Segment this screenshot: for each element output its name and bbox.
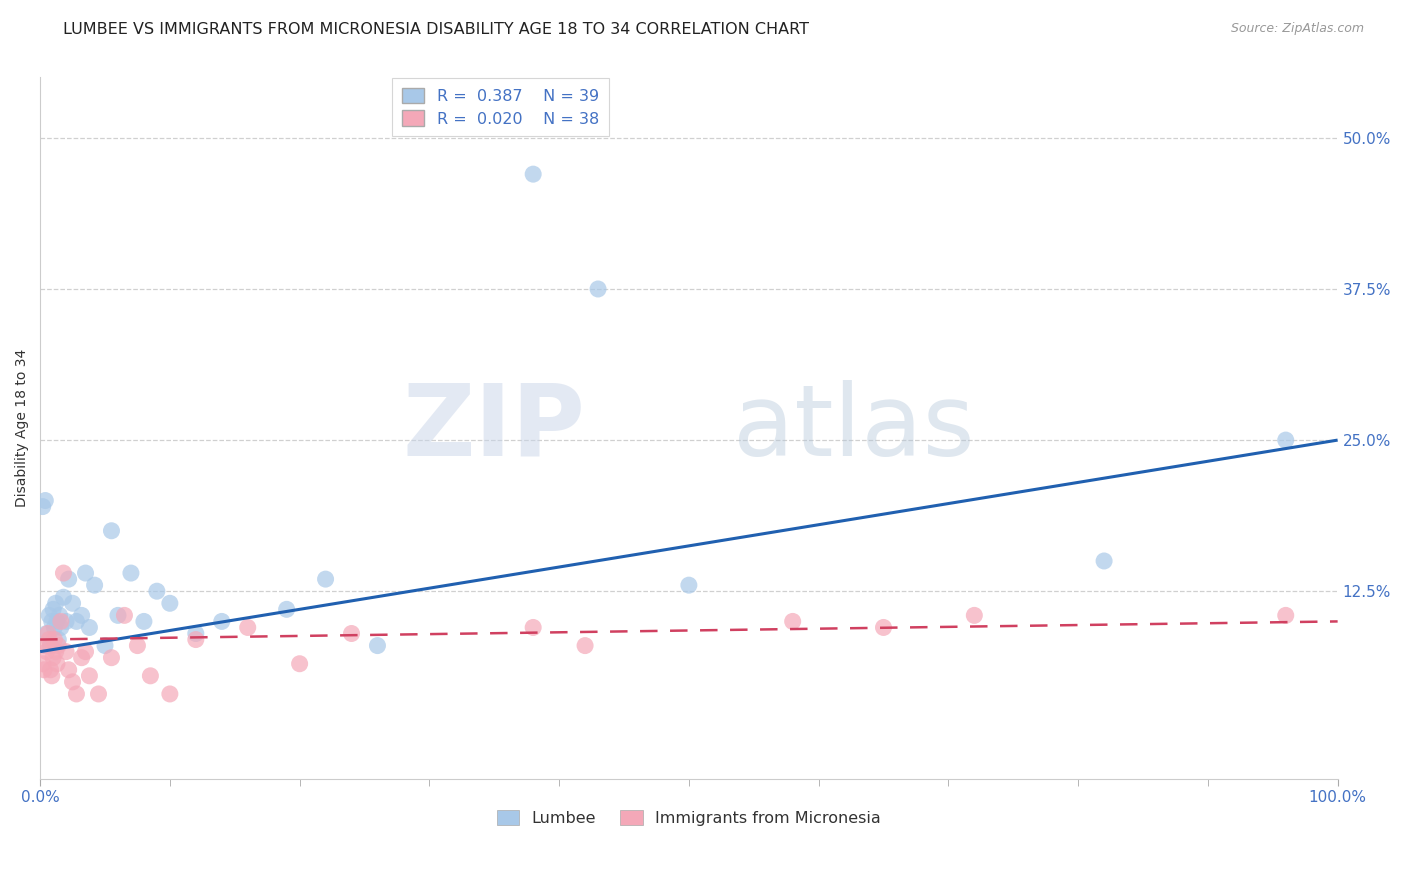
Point bbox=[70, 608, 93, 623]
Point bbox=[44, 620, 66, 634]
Point bbox=[94, 639, 117, 653]
Point bbox=[65, 687, 87, 701]
Point bbox=[79, 669, 101, 683]
Text: Source: ZipAtlas.com: Source: ZipAtlas.com bbox=[1230, 22, 1364, 36]
Point bbox=[522, 167, 544, 181]
Point bbox=[87, 687, 110, 701]
Point bbox=[39, 663, 62, 677]
Point bbox=[70, 650, 93, 665]
Point bbox=[41, 669, 63, 683]
Point bbox=[75, 645, 97, 659]
Point bbox=[46, 657, 69, 671]
Point bbox=[127, 639, 149, 653]
Point bbox=[38, 608, 60, 623]
Point bbox=[75, 566, 97, 580]
Point bbox=[41, 615, 63, 629]
Point bbox=[100, 650, 122, 665]
Point bbox=[48, 608, 70, 623]
Point bbox=[34, 493, 56, 508]
Text: atlas: atlas bbox=[733, 379, 974, 476]
Point bbox=[32, 663, 55, 677]
Point bbox=[45, 596, 67, 610]
Point bbox=[1274, 433, 1296, 447]
Point bbox=[574, 639, 596, 653]
Point bbox=[58, 572, 80, 586]
Point bbox=[100, 524, 122, 538]
Point bbox=[1092, 554, 1115, 568]
Point bbox=[35, 626, 58, 640]
Point bbox=[49, 620, 72, 634]
Point bbox=[211, 615, 233, 629]
Point bbox=[38, 632, 60, 647]
Point bbox=[366, 639, 388, 653]
Point bbox=[55, 615, 77, 629]
Point bbox=[288, 657, 311, 671]
Point bbox=[146, 584, 169, 599]
Point bbox=[159, 596, 181, 610]
Point bbox=[42, 650, 65, 665]
Point bbox=[31, 500, 53, 514]
Point bbox=[1274, 608, 1296, 623]
Point bbox=[315, 572, 337, 586]
Text: ZIP: ZIP bbox=[402, 379, 585, 476]
Point bbox=[586, 282, 609, 296]
Point bbox=[34, 639, 56, 653]
Point bbox=[31, 657, 53, 671]
Point bbox=[52, 591, 75, 605]
Point bbox=[37, 626, 59, 640]
Point bbox=[42, 602, 65, 616]
Point bbox=[276, 602, 298, 616]
Point bbox=[45, 645, 67, 659]
Point bbox=[62, 674, 84, 689]
Point bbox=[55, 645, 77, 659]
Point bbox=[52, 566, 75, 580]
Point bbox=[678, 578, 700, 592]
Point bbox=[236, 620, 259, 634]
Point bbox=[963, 608, 986, 623]
Point bbox=[46, 615, 69, 629]
Point bbox=[184, 632, 207, 647]
Y-axis label: Disability Age 18 to 34: Disability Age 18 to 34 bbox=[15, 349, 30, 508]
Point bbox=[58, 663, 80, 677]
Point bbox=[35, 645, 58, 659]
Point bbox=[65, 615, 87, 629]
Point bbox=[44, 632, 66, 647]
Point bbox=[39, 639, 62, 653]
Point bbox=[46, 632, 69, 647]
Point bbox=[340, 626, 363, 640]
Legend: Lumbee, Immigrants from Micronesia: Lumbee, Immigrants from Micronesia bbox=[489, 802, 889, 834]
Point bbox=[46, 639, 69, 653]
Point bbox=[79, 620, 101, 634]
Point bbox=[522, 620, 544, 634]
Point bbox=[782, 615, 804, 629]
Point bbox=[132, 615, 155, 629]
Point bbox=[872, 620, 894, 634]
Point bbox=[62, 596, 84, 610]
Point bbox=[139, 669, 162, 683]
Point bbox=[107, 608, 129, 623]
Point bbox=[114, 608, 136, 623]
Point bbox=[49, 615, 72, 629]
Point bbox=[184, 626, 207, 640]
Point bbox=[120, 566, 142, 580]
Point bbox=[83, 578, 105, 592]
Text: LUMBEE VS IMMIGRANTS FROM MICRONESIA DISABILITY AGE 18 TO 34 CORRELATION CHART: LUMBEE VS IMMIGRANTS FROM MICRONESIA DIS… bbox=[63, 22, 810, 37]
Point bbox=[159, 687, 181, 701]
